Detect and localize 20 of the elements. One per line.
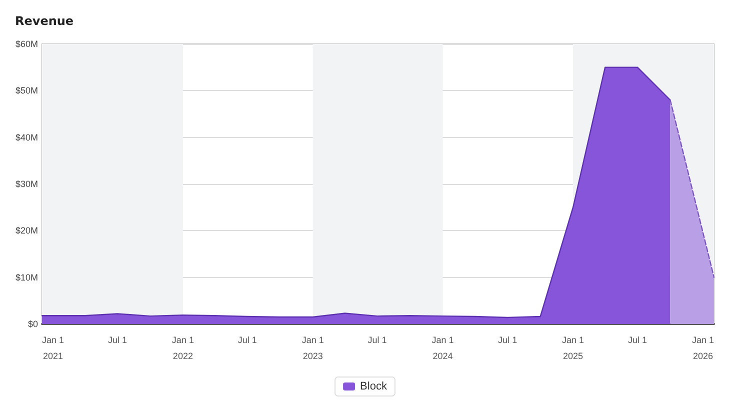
legend-label: Block xyxy=(360,380,388,392)
x-tick-label: Jan 1 2025 xyxy=(562,335,584,361)
x-tick-label: Jan 1 2022 xyxy=(172,335,194,361)
y-tick-label: $10M xyxy=(15,272,38,282)
y-tick-label: $20M xyxy=(15,226,38,236)
x-tick-label: Jan 1 2023 xyxy=(302,335,324,361)
x-tick-label: Jan 1 2026 xyxy=(692,335,714,361)
y-tick-label: $0 xyxy=(28,319,38,329)
y-tick-label: $60M xyxy=(15,39,38,49)
x-tick-label: Jan 1 2024 xyxy=(432,335,454,361)
x-tick-label: Jul 1 xyxy=(628,335,647,345)
x-tick-label: Jul 1 xyxy=(498,335,518,345)
x-tick-label: Jul 1 xyxy=(368,335,387,345)
x-tick-label: Jul 1 xyxy=(108,335,127,345)
chart-title: Revenue xyxy=(15,14,74,28)
y-tick-label: $40M xyxy=(15,132,38,142)
x-tick-label: Jan 1 2021 xyxy=(42,335,64,361)
y-tick-label: $50M xyxy=(15,86,38,96)
x-tick-label: Jul 1 xyxy=(238,335,257,345)
y-tick-label: $30M xyxy=(15,179,38,189)
